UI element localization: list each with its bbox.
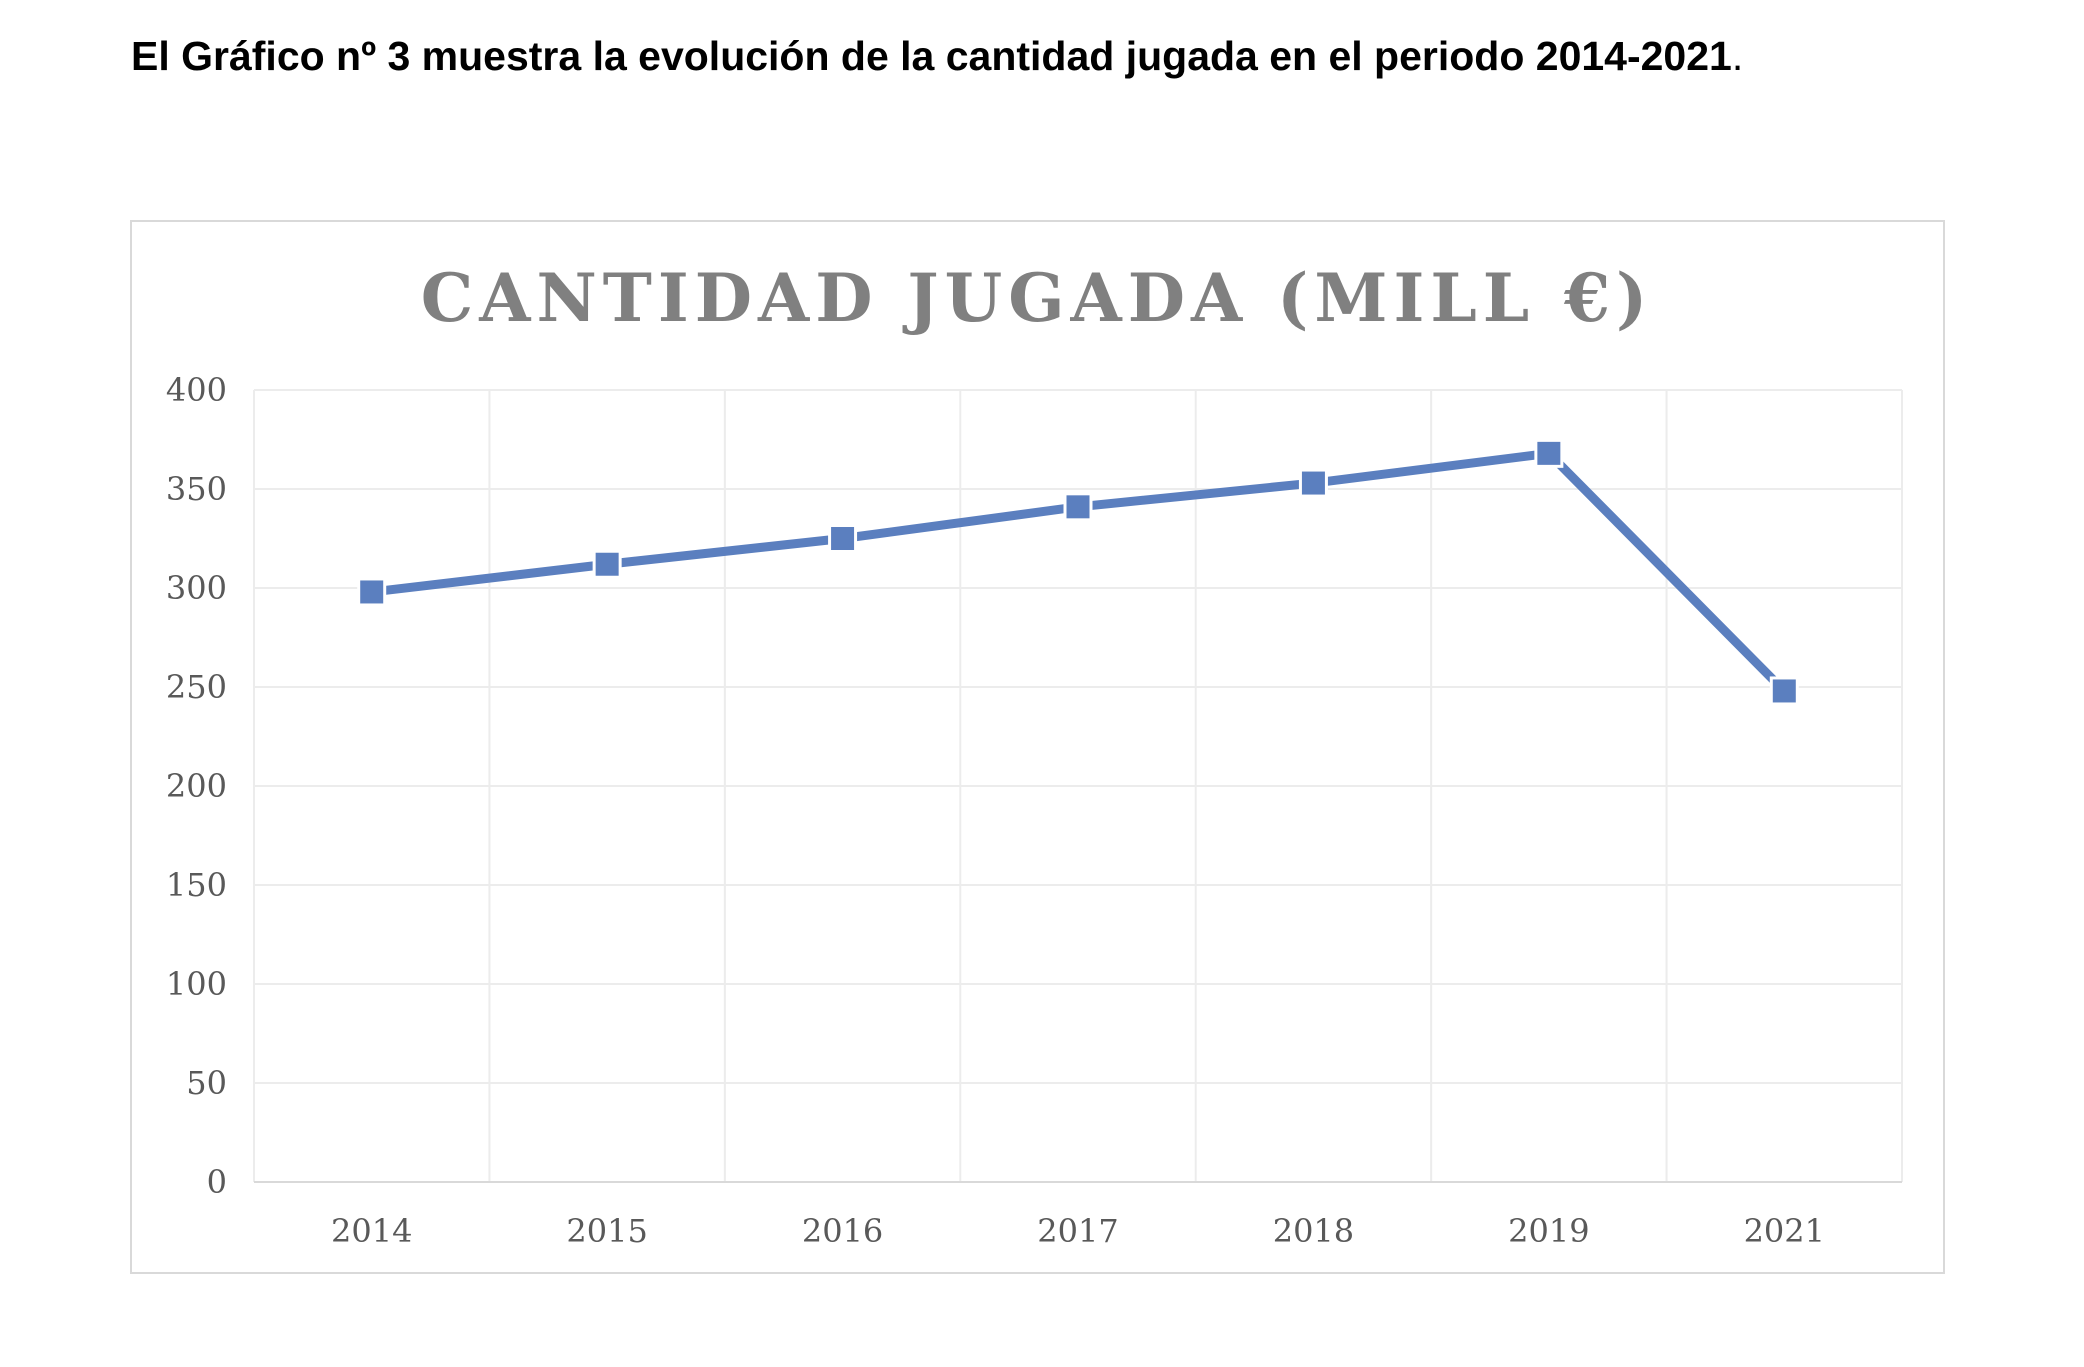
data-point-marker xyxy=(1063,492,1093,522)
y-tick-label: 0 xyxy=(207,1163,227,1201)
y-tick-label: 250 xyxy=(166,668,227,706)
data-point-marker xyxy=(1298,468,1328,498)
data-point-marker xyxy=(1534,438,1564,468)
y-tick-label: 400 xyxy=(166,371,227,409)
data-point-marker xyxy=(357,577,387,607)
chart-axes: 0 50 100 150 200 250 300 350 400 2014 2015 2016 2017… xyxy=(166,371,1902,1250)
intro-period: . xyxy=(1731,33,1744,79)
x-tick-label: 2015 xyxy=(566,1212,647,1250)
data-point-marker xyxy=(1769,676,1799,706)
line-chart: CANTIDAD JUGADA (MILL €) 0 50 100 150 200 250… xyxy=(166,259,1903,1250)
data-point-marker xyxy=(592,549,622,579)
x-tick-label: 2018 xyxy=(1273,1212,1354,1250)
x-tick-label: 2019 xyxy=(1508,1212,1589,1250)
y-tick-label: 300 xyxy=(166,569,227,607)
y-tick-label: 200 xyxy=(166,767,227,805)
y-tick-label: 150 xyxy=(166,866,227,904)
y-tick-label: 100 xyxy=(166,965,227,1003)
x-tick-label: 2016 xyxy=(802,1212,883,1250)
x-tick-label: 2021 xyxy=(1744,1212,1825,1250)
y-tick-label: 50 xyxy=(186,1064,227,1102)
data-point-marker xyxy=(828,524,858,553)
x-tick-label: 2017 xyxy=(1037,1212,1118,1250)
x-tick-label: 2014 xyxy=(331,1212,412,1250)
y-tick-label: 350 xyxy=(166,470,227,508)
chart-title: CANTIDAD JUGADA (MILL €) xyxy=(421,259,1654,337)
intro-sentence: El Gráfico nº 3 muestra la evolución de … xyxy=(131,26,1743,86)
chart-container: CANTIDAD JUGADA (MILL €) 0 50 100 150 200 250… xyxy=(130,220,1945,1274)
intro-text: El Gráfico nº 3 muestra la evolución de … xyxy=(131,33,1732,79)
chart-series xyxy=(357,438,1799,706)
